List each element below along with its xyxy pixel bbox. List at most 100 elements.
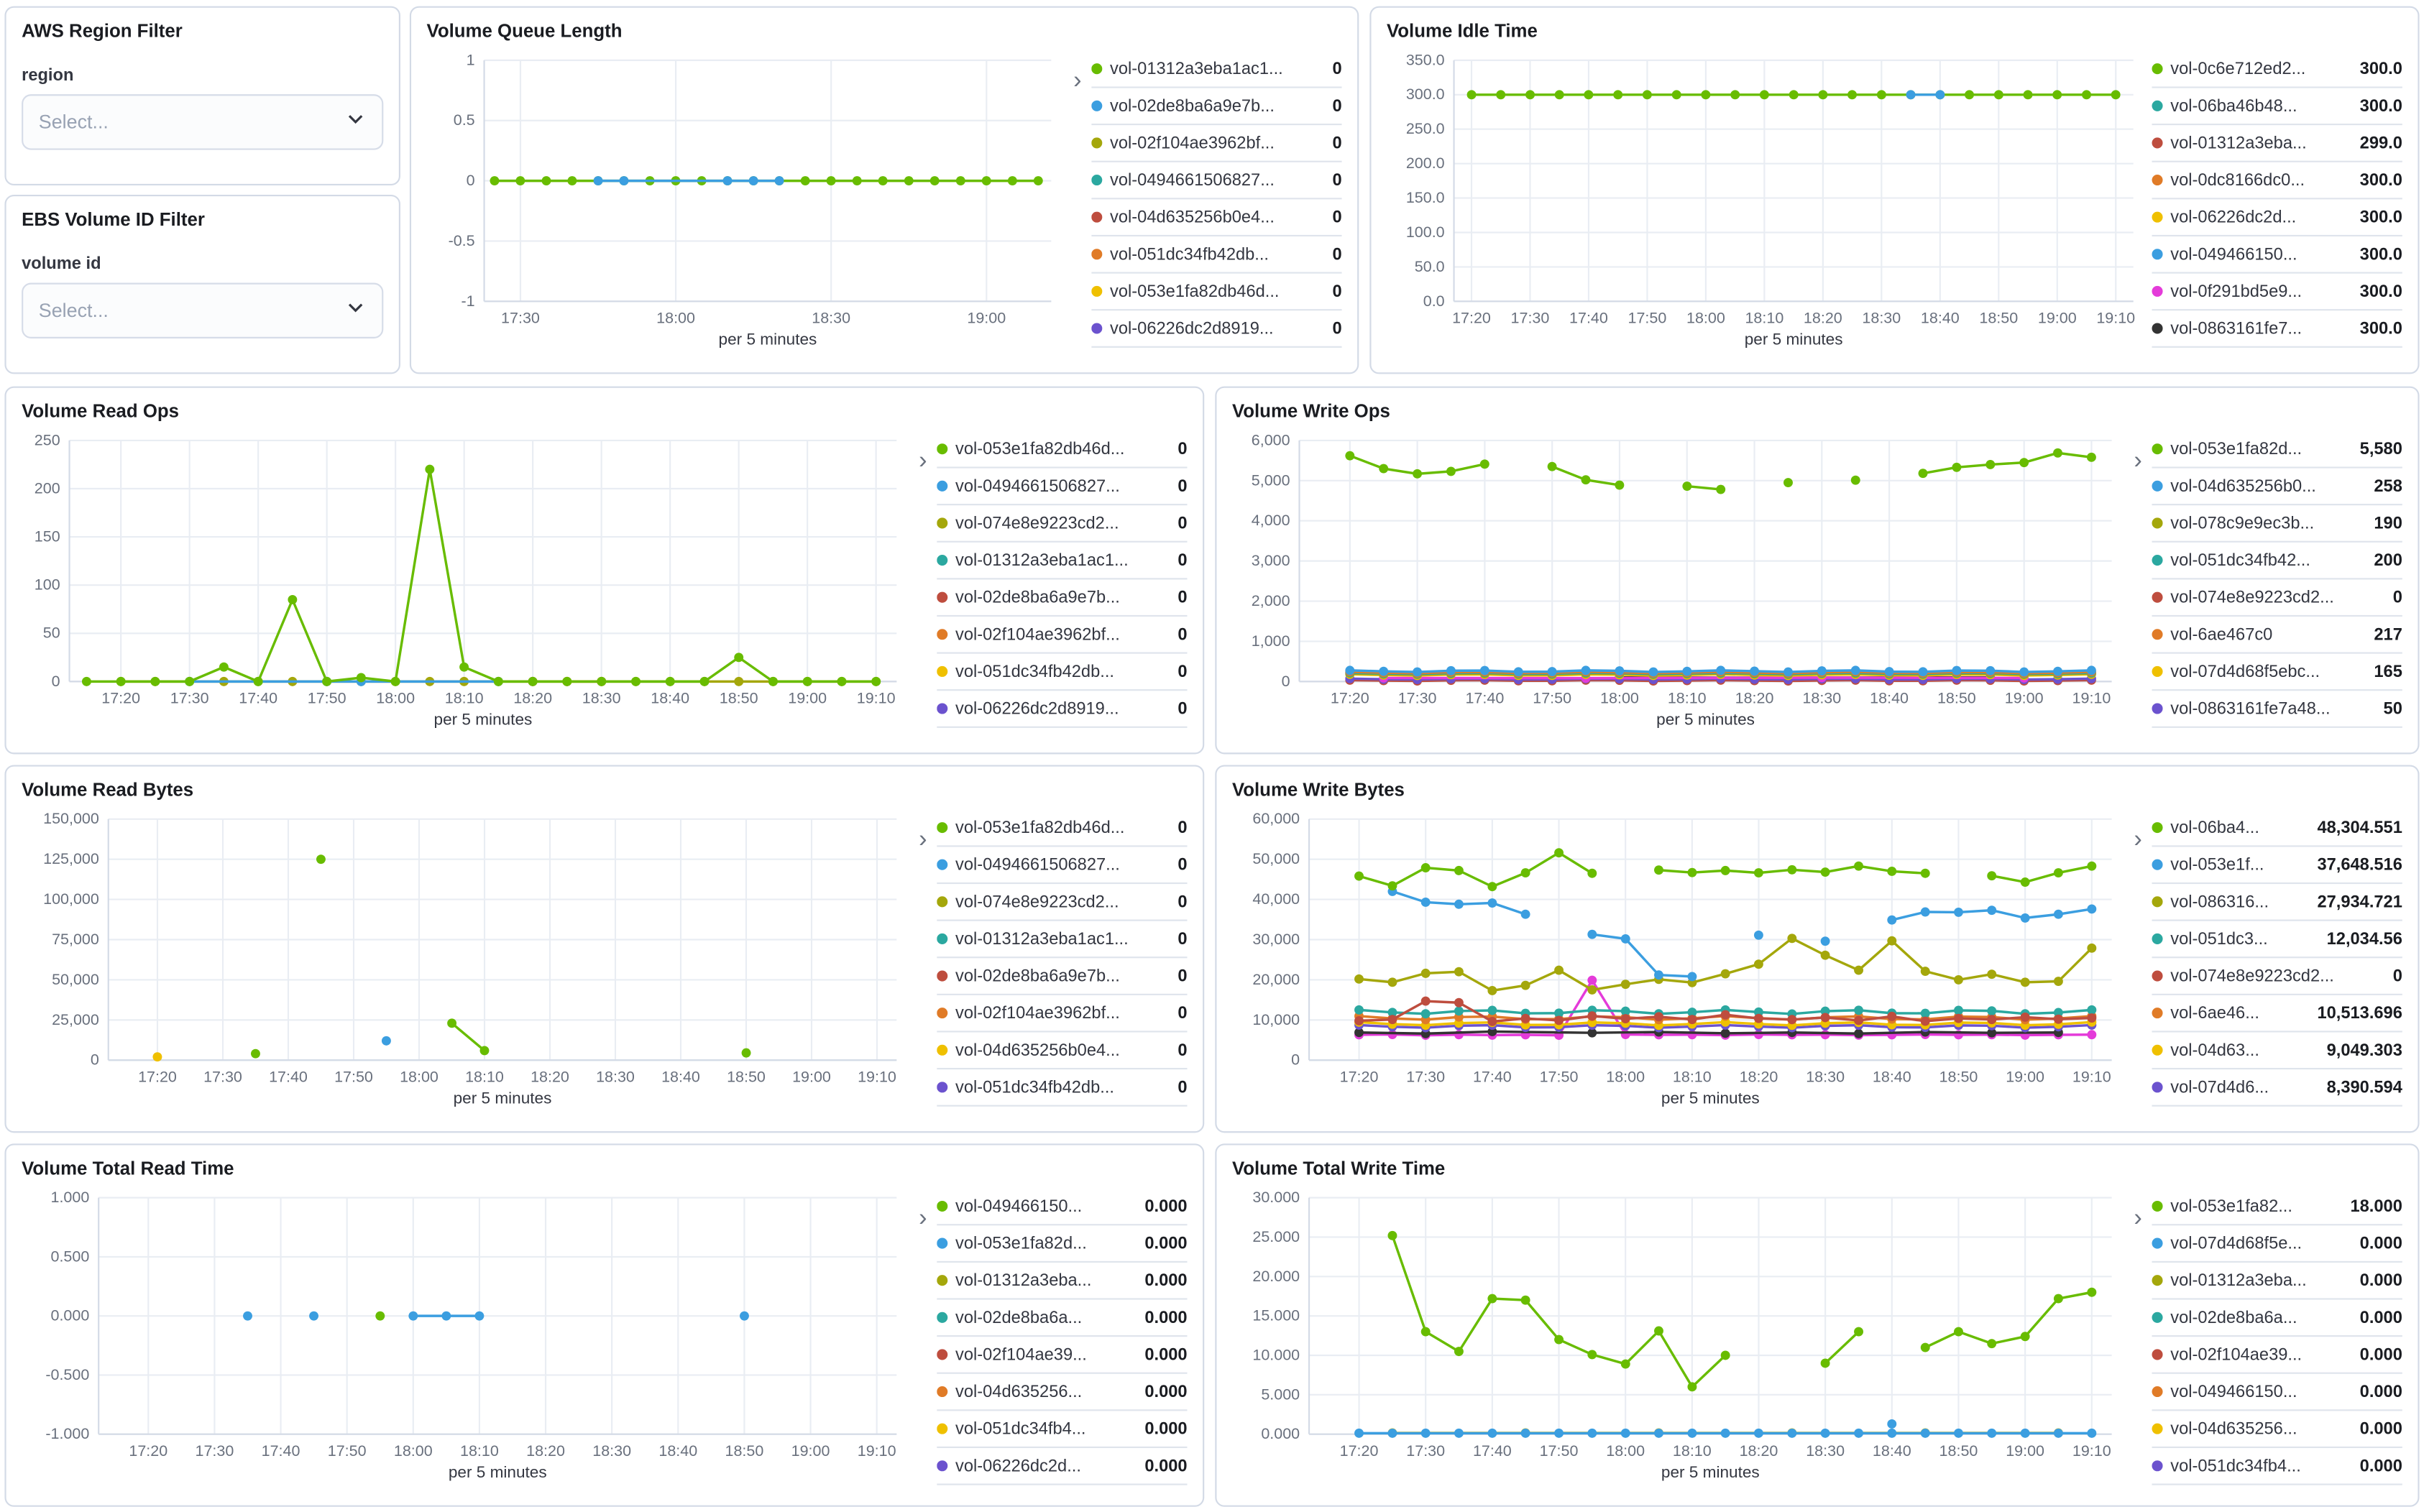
- legend-item[interactable]: vol-0863161fe7... 300.0: [2152, 310, 2402, 348]
- legend-item[interactable]: vol-053e1fa82db46d... 0: [937, 431, 1188, 469]
- legend-item[interactable]: vol-07d4d6... 8,390.594: [2152, 1069, 2402, 1107]
- legend-item[interactable]: vol-074e8e9223cd2... 0: [937, 505, 1188, 543]
- legend-item[interactable]: vol-02de8ba6a9e7b... 0: [1091, 88, 1342, 126]
- svg-text:1,000: 1,000: [1252, 632, 1290, 650]
- legend-item[interactable]: vol-0863161fe7a48... 50: [2152, 691, 2402, 728]
- chart-plot[interactable]: 60,000 50,000 40,000 30,000 20,000 10,000 0 17:…: [1232, 807, 2127, 1113]
- legend-item[interactable]: vol-051dc3... 12,034.56: [2152, 921, 2402, 959]
- legend-item[interactable]: vol-01312a3eba... 0.000: [2152, 1263, 2402, 1300]
- legend-item[interactable]: vol-0494661506827... 0: [1091, 162, 1342, 200]
- legend-item[interactable]: vol-02de8ba6a... 0.000: [937, 1300, 1188, 1337]
- region-select[interactable]: Select...: [22, 94, 384, 150]
- volume-id-select[interactable]: Select...: [22, 282, 384, 338]
- legend-item[interactable]: vol-04d635256... 0.000: [2152, 1411, 2402, 1449]
- legend-item[interactable]: vol-0dc8166dc0... 300.0: [2152, 162, 2402, 200]
- legend-item[interactable]: vol-049466150... 0.000: [937, 1189, 1188, 1226]
- legend-item[interactable]: vol-02de8ba6a... 0.000: [2152, 1300, 2402, 1337]
- svg-text:5,000: 5,000: [1252, 471, 1290, 489]
- series-label: vol-053e1fa82d...: [2170, 439, 2303, 458]
- svg-text:150.0: 150.0: [1406, 189, 1445, 206]
- legend-item[interactable]: vol-04d635256b0e4... 0: [937, 1033, 1188, 1070]
- legend-item[interactable]: vol-051dc34fb42... 200: [2152, 543, 2402, 580]
- legend-item[interactable]: vol-07d4d68f5ebc... 165: [2152, 654, 2402, 691]
- series-color-dot: [937, 1008, 948, 1019]
- chart-plot[interactable]: 30.000 25.000 20.000 15.000 10.000 5.000 0.000…: [1232, 1185, 2127, 1486]
- legend-item[interactable]: vol-6ae46... 10,513.696: [2152, 995, 2402, 1033]
- chart-plot[interactable]: 6,000 5,000 4,000 3,000 2,000 1,000 0 17:20 17:3…: [1232, 428, 2127, 734]
- svg-text:per 5 minutes: per 5 minutes: [1661, 1089, 1760, 1107]
- panel-volume-read-ops: Volume Read Ops 250 200 150 100 50 0 17:20 17:3…: [4, 386, 1205, 755]
- legend-item[interactable]: vol-02f104ae3962bf... 0: [937, 995, 1188, 1033]
- legend-item[interactable]: vol-074e8e9223cd2... 0: [2152, 579, 2402, 617]
- legend-item[interactable]: vol-053e1f... 37,648.516: [2152, 847, 2402, 885]
- series-label: vol-053e1fa82db46d...: [955, 818, 1125, 837]
- series-color-dot: [937, 1082, 948, 1093]
- legend-toggle-icon[interactable]: ›: [919, 1205, 927, 1232]
- legend-item[interactable]: vol-049466150... 0.000: [2152, 1374, 2402, 1411]
- legend-toggle-icon[interactable]: ›: [2134, 826, 2142, 854]
- legend-toggle-icon[interactable]: ›: [2134, 1205, 2142, 1232]
- chart-plot[interactable]: 350.0 300.0 250.0 200.0 150.0 100.0 50.0 0.0 17:…: [1387, 48, 2149, 354]
- chart-plot[interactable]: 150,000 125,000 100,000 75,000 50,000 25,000 0…: [22, 807, 912, 1113]
- legend-item[interactable]: vol-06226dc2d8919... 0: [1091, 310, 1342, 348]
- series-color-dot: [2152, 100, 2163, 111]
- legend-item[interactable]: vol-053e1fa82d... 0.000: [937, 1225, 1188, 1263]
- legend-item[interactable]: vol-051dc34fb4... 0.000: [937, 1411, 1188, 1449]
- legend-item[interactable]: vol-074e8e9223cd2... 0: [2152, 958, 2402, 995]
- series-label: vol-07d4d68f5ebc...: [2170, 662, 2320, 681]
- chart-plot[interactable]: 250 200 150 100 50 0 17:20 17:30 17:40 17:50 18:00…: [22, 428, 912, 734]
- legend-item[interactable]: vol-06ba4... 48,304.551: [2152, 810, 2402, 847]
- legend-item[interactable]: vol-06226dc2d... 0.000: [937, 1448, 1188, 1485]
- legend-item[interactable]: vol-01312a3eba1ac1... 0: [1091, 51, 1342, 88]
- chart-plot[interactable]: 1.000 0.500 0.000 -0.500 -1.000 17:20 17:30 17:…: [22, 1185, 912, 1486]
- series-value: 0: [1332, 244, 1342, 264]
- legend-item[interactable]: vol-01312a3eba... 0.000: [937, 1263, 1188, 1300]
- legend-item[interactable]: vol-051dc34fb42db... 0: [1091, 236, 1342, 274]
- legend-item[interactable]: vol-06226dc2d8919... 0: [937, 691, 1188, 728]
- legend-item[interactable]: vol-01312a3eba... 299.0: [2152, 125, 2402, 162]
- legend-item[interactable]: vol-053e1fa82... 18.000: [2152, 1189, 2402, 1226]
- svg-text:17:50: 17:50: [1628, 309, 1667, 326]
- legend-item[interactable]: vol-01312a3eba1ac1... 0: [937, 543, 1188, 580]
- legend-item[interactable]: vol-06226dc2d... 300.0: [2152, 199, 2402, 237]
- legend-item[interactable]: vol-06ba46b48... 300.0: [2152, 88, 2402, 126]
- legend-item[interactable]: vol-0c6e712ed2... 300.0: [2152, 51, 2402, 88]
- legend-toggle-icon[interactable]: ›: [919, 448, 927, 475]
- legend-item[interactable]: vol-04d635256... 0.000: [937, 1374, 1188, 1411]
- legend-item[interactable]: vol-02de8ba6a9e7b... 0: [937, 579, 1188, 617]
- legend-item[interactable]: vol-078c9e9ec3b... 190: [2152, 505, 2402, 543]
- legend-item[interactable]: vol-02f104ae39... 0.000: [2152, 1337, 2402, 1374]
- svg-text:17:50: 17:50: [1540, 1068, 1579, 1085]
- legend-item[interactable]: vol-0494661506827... 0: [937, 847, 1188, 885]
- series-value: 0.000: [1144, 1345, 1188, 1364]
- legend-item[interactable]: vol-053e1fa82db46d... 0: [1091, 274, 1342, 311]
- legend-toggle-icon[interactable]: ›: [919, 826, 927, 854]
- legend-item[interactable]: vol-051dc34fb4... 0.000: [2152, 1448, 2402, 1485]
- series-color-dot: [937, 629, 948, 640]
- legend-item[interactable]: vol-053e1fa82db46d... 0: [937, 810, 1188, 847]
- series-label: vol-02f104ae3962bf...: [955, 624, 1120, 644]
- legend-item[interactable]: vol-02f104ae3962bf... 0: [1091, 125, 1342, 162]
- legend-item[interactable]: vol-6ae467c0 217: [2152, 617, 2402, 654]
- legend-item[interactable]: vol-0f291bd5e9... 300.0: [2152, 274, 2402, 311]
- legend-item[interactable]: vol-04d63... 9,049.303: [2152, 1033, 2402, 1070]
- legend-item[interactable]: vol-086316... 27,934.721: [2152, 884, 2402, 921]
- series-color-dot: [2152, 1460, 2163, 1472]
- legend-item[interactable]: vol-04d635256b0... 258: [2152, 469, 2402, 506]
- legend-item[interactable]: vol-074e8e9223cd2... 0: [937, 884, 1188, 921]
- legend-item[interactable]: vol-051dc34fb42db... 0: [937, 654, 1188, 691]
- chart-plot[interactable]: 1 0.5 0 -0.5 -1 17:30 18:00 18:30 19:00 per 5 min…: [427, 48, 1067, 354]
- legend-item[interactable]: vol-053e1fa82d... 5,580: [2152, 431, 2402, 469]
- legend-item[interactable]: vol-0494661506827... 0: [937, 469, 1188, 506]
- svg-text:30,000: 30,000: [1252, 931, 1300, 948]
- legend-toggle-icon[interactable]: ›: [1073, 68, 1082, 95]
- legend-item[interactable]: vol-01312a3eba1ac1... 0: [937, 921, 1188, 959]
- legend-item[interactable]: vol-051dc34fb42db... 0: [937, 1069, 1188, 1107]
- legend-toggle-icon[interactable]: ›: [2134, 448, 2142, 475]
- legend-item[interactable]: vol-049466150... 300.0: [2152, 236, 2402, 274]
- legend-item[interactable]: vol-04d635256b0e4... 0: [1091, 199, 1342, 237]
- legend-item[interactable]: vol-02f104ae39... 0.000: [937, 1337, 1188, 1374]
- legend-item[interactable]: vol-02de8ba6a9e7b... 0: [937, 958, 1188, 995]
- legend-item[interactable]: vol-02f104ae3962bf... 0: [937, 617, 1188, 654]
- legend-item[interactable]: vol-07d4d68f5e... 0.000: [2152, 1225, 2402, 1263]
